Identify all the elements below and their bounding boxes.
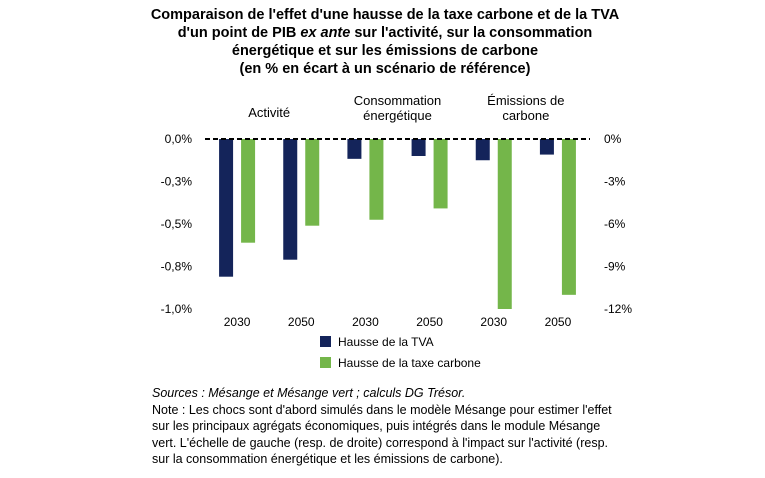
bar-tva bbox=[219, 139, 234, 277]
group-label: Consommation bbox=[354, 93, 441, 108]
x-axis-tick-label: 2030 bbox=[224, 315, 251, 329]
group-label: énergétique bbox=[363, 108, 432, 123]
x-axis-tick-label: 2050 bbox=[288, 315, 315, 329]
title-line-2-em: ex ante bbox=[300, 25, 351, 41]
title-line-4: (en % en écart à un scénario de référenc… bbox=[239, 61, 531, 77]
left-axis-tick-label: -0,8% bbox=[161, 260, 193, 274]
group-label: Activité bbox=[248, 105, 290, 120]
bar-taxe-carbone bbox=[497, 139, 512, 309]
group-label: carbone bbox=[502, 108, 549, 123]
bar-taxe-carbone bbox=[241, 139, 256, 243]
right-axis-tick-label: -12% bbox=[604, 302, 632, 316]
legend-swatch bbox=[320, 336, 331, 347]
right-axis-tick-label: -9% bbox=[604, 260, 626, 274]
bar-tva bbox=[347, 139, 362, 159]
legend-swatch bbox=[320, 357, 331, 368]
left-axis-tick-label: -0,3% bbox=[161, 175, 193, 189]
bar-tva bbox=[283, 139, 298, 260]
right-axis-tick-label: -6% bbox=[604, 217, 626, 231]
x-axis-tick-label: 2030 bbox=[352, 315, 379, 329]
bar-taxe-carbone bbox=[433, 139, 448, 209]
bar-chart: 0,0% -0,3% -0,5% -0,8% -1,0% 0% -3% -6% -9% -12% 2… bbox=[161, 93, 633, 370]
right-axis-tick-label: 0% bbox=[604, 132, 622, 146]
bar-taxe-carbone bbox=[305, 139, 320, 226]
title-line-1: Comparaison de l'effet d'une hausse de l… bbox=[150, 7, 620, 23]
title-line-2-post: sur l'activité, sur la consommation bbox=[350, 25, 593, 41]
left-axis-tick-label: 0,0% bbox=[165, 132, 193, 146]
bar-taxe-carbone bbox=[369, 139, 384, 220]
legend-label: Hausse de la taxe carbone bbox=[338, 356, 481, 370]
x-axis-tick-label: 2050 bbox=[545, 315, 572, 329]
bar-tva bbox=[411, 139, 426, 156]
sources-text: Sources : Mésange et Mésange vert ; calc… bbox=[152, 386, 466, 400]
group-label: Émissions de bbox=[487, 93, 564, 108]
bar-tva bbox=[539, 139, 554, 155]
title-line-2-pre: d'un point de PIB bbox=[177, 25, 301, 41]
left-axis-tick-label: -0,5% bbox=[161, 217, 193, 231]
note-text: Note : Les chocs sont d'abord simulés da… bbox=[152, 402, 612, 467]
bar-taxe-carbone bbox=[561, 139, 576, 295]
legend-label: Hausse de la TVA bbox=[338, 335, 434, 349]
chart-title: Comparaison de l'effet d'une hausse de l… bbox=[60, 6, 710, 78]
bar-tva bbox=[475, 139, 490, 161]
left-axis-tick-label: -1,0% bbox=[161, 302, 193, 316]
title-line-2: d'un point de PIB ex ante sur l'activité… bbox=[60, 24, 710, 42]
right-axis-tick-label: -3% bbox=[604, 175, 626, 189]
title-line-3: énergétique et sur les émissions de carb… bbox=[231, 43, 539, 59]
x-axis-tick-label: 2030 bbox=[480, 315, 507, 329]
x-axis-tick-label: 2050 bbox=[416, 315, 443, 329]
chart-notes: Sources : Mésange et Mésange vert ; calc… bbox=[152, 385, 622, 468]
